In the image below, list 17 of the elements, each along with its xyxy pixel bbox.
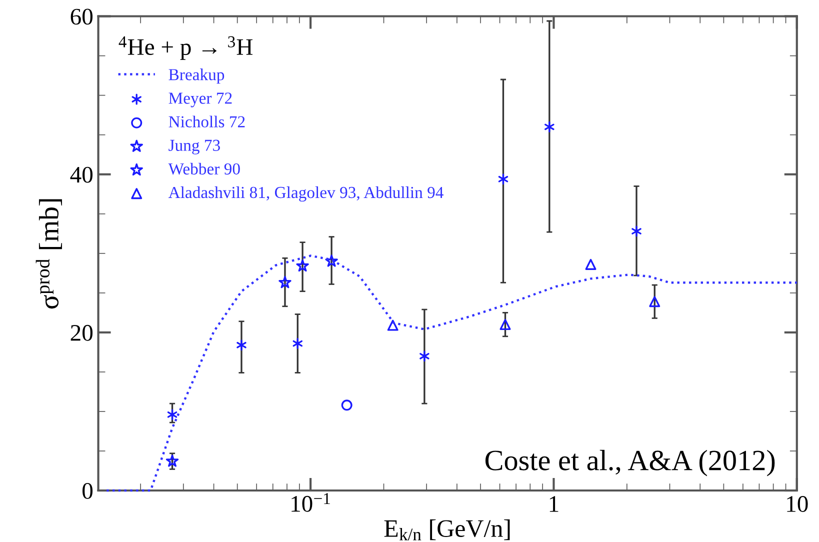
y-tick-label: 60 (70, 8, 93, 25)
legend-label: Webber 90 (168, 162, 240, 175)
legend-label: Meyer 72 (168, 92, 232, 108)
legend-label: Breakup (168, 68, 224, 84)
y-axis-title: σ$^{prod}$ [mb] (36, 199, 62, 309)
annotation: Coste et al., A&A (2012) (485, 450, 775, 476)
x-tick-label: 1 (550, 496, 558, 512)
legend-title: $^{4}$He + p → $^{3}$H (118, 36, 253, 60)
x-axis-title: E$_{k/n}$ [GeV/n] (384, 519, 510, 540)
legend-label: Jung 73 (168, 140, 220, 154)
y-tick-label: 0 (82, 483, 93, 499)
x-tick-label: 10$^{−1}$ (292, 493, 330, 512)
legend-label: Nicholls 72 (168, 116, 245, 128)
y-tick-label: 40 (70, 166, 93, 183)
x-tick-label: 10 (787, 496, 808, 512)
y-tick-label: 20 (70, 324, 93, 341)
legend-label: Aladashvili 81, Glagolev 93, Abdullin 94 (168, 186, 444, 202)
